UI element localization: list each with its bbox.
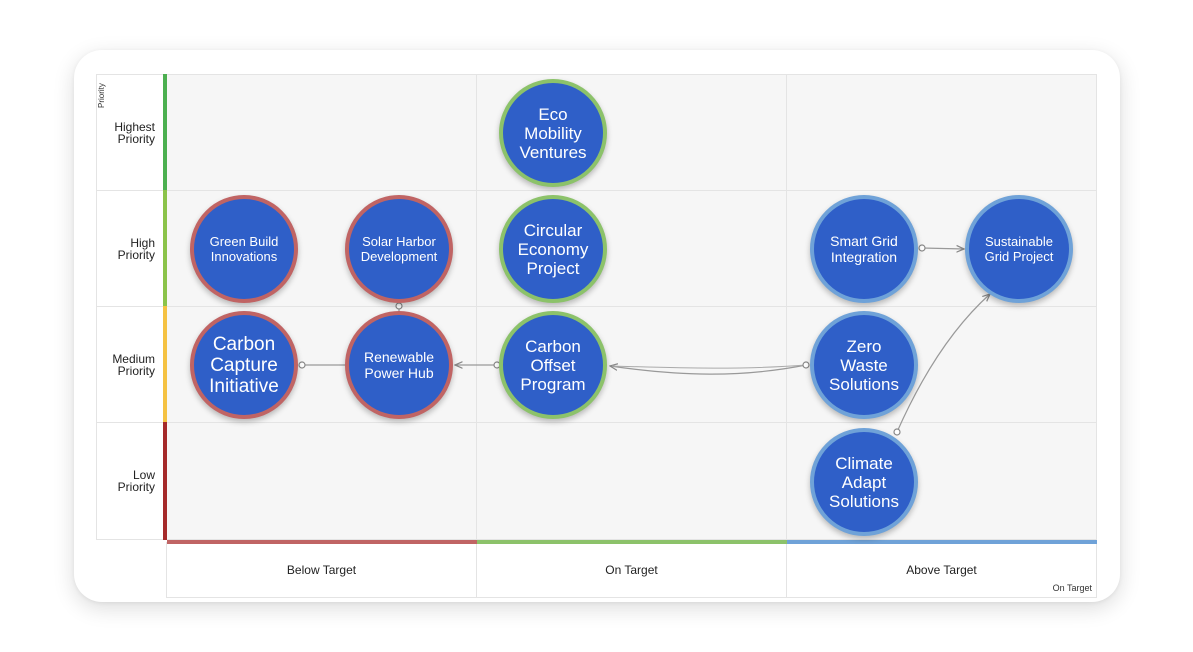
- col-header-above: Above Target: [786, 542, 1097, 598]
- row-label-highest: Highest Priority: [114, 119, 155, 146]
- status-bar-below: [167, 540, 477, 544]
- node-carbon-capture-initiative[interactable]: Carbon Capture Initiative: [190, 311, 298, 419]
- cell-highest-below: [166, 74, 477, 191]
- row-header-highest: Highest Priority: [96, 74, 164, 191]
- node-eco-mobility-ventures[interactable]: Eco Mobility Ventures: [499, 79, 607, 187]
- status-bar-on: [477, 540, 787, 544]
- node-circular-economy-project[interactable]: Circular Economy Project: [499, 195, 607, 303]
- node-label: Sustainable Grid Project: [984, 234, 1054, 264]
- node-solar-harbor-development[interactable]: Solar Harbor Development: [345, 195, 453, 303]
- row-label-medium: Medium Priority: [112, 351, 155, 378]
- node-label: Circular Economy Project: [517, 220, 589, 278]
- col-label-on: On Target: [605, 563, 658, 577]
- col-header-on: On Target: [476, 542, 787, 598]
- node-label: Solar Harbor Development: [360, 234, 438, 264]
- node-label: Renewable Power Hub: [363, 349, 435, 381]
- node-climate-adapt-solutions[interactable]: Climate Adapt Solutions: [810, 428, 918, 536]
- node-label: Green Build Innovations: [209, 234, 279, 264]
- node-label: Climate Adapt Solutions: [829, 453, 899, 511]
- node-label: Smart Grid Integration: [830, 233, 898, 265]
- row-header-low: Low Priority: [96, 422, 164, 540]
- node-label: Carbon Capture Initiative: [209, 333, 279, 397]
- cell-low-below: [166, 422, 477, 540]
- node-zero-waste-solutions[interactable]: Zero Waste Solutions: [810, 311, 918, 419]
- x-axis-title: On Target: [1052, 583, 1092, 593]
- status-bar-above: [787, 540, 1097, 544]
- node-smart-grid-integration[interactable]: Smart Grid Integration: [810, 195, 918, 303]
- y-axis-title: Priority: [97, 83, 106, 108]
- col-label-below: Below Target: [286, 563, 357, 577]
- node-label: Eco Mobility Ventures: [519, 104, 587, 162]
- col-header-below: Below Target: [166, 542, 477, 598]
- priority-bar-high: [163, 190, 167, 306]
- priority-bar-medium: [163, 306, 167, 422]
- row-label-high: High Priority: [117, 235, 155, 262]
- node-label: Zero Waste Solutions: [829, 336, 899, 394]
- row-header-high: High Priority: [96, 190, 164, 307]
- node-green-build-innovations[interactable]: Green Build Innovations: [190, 195, 298, 303]
- col-label-above: Above Target: [906, 563, 977, 577]
- priority-bar-low: [163, 422, 167, 540]
- cell-highest-above: [786, 74, 1097, 191]
- node-carbon-offset-program[interactable]: Carbon Offset Program: [499, 311, 607, 419]
- priority-bar-highest: [163, 74, 167, 190]
- node-label: Carbon Offset Program: [520, 336, 586, 394]
- node-sustainable-grid-project[interactable]: Sustainable Grid Project: [965, 195, 1073, 303]
- row-label-low: Low Priority: [117, 468, 155, 494]
- row-header-medium: Medium Priority: [96, 306, 164, 423]
- node-renewable-power-hub[interactable]: Renewable Power Hub: [345, 311, 453, 419]
- cell-low-on: [476, 422, 787, 540]
